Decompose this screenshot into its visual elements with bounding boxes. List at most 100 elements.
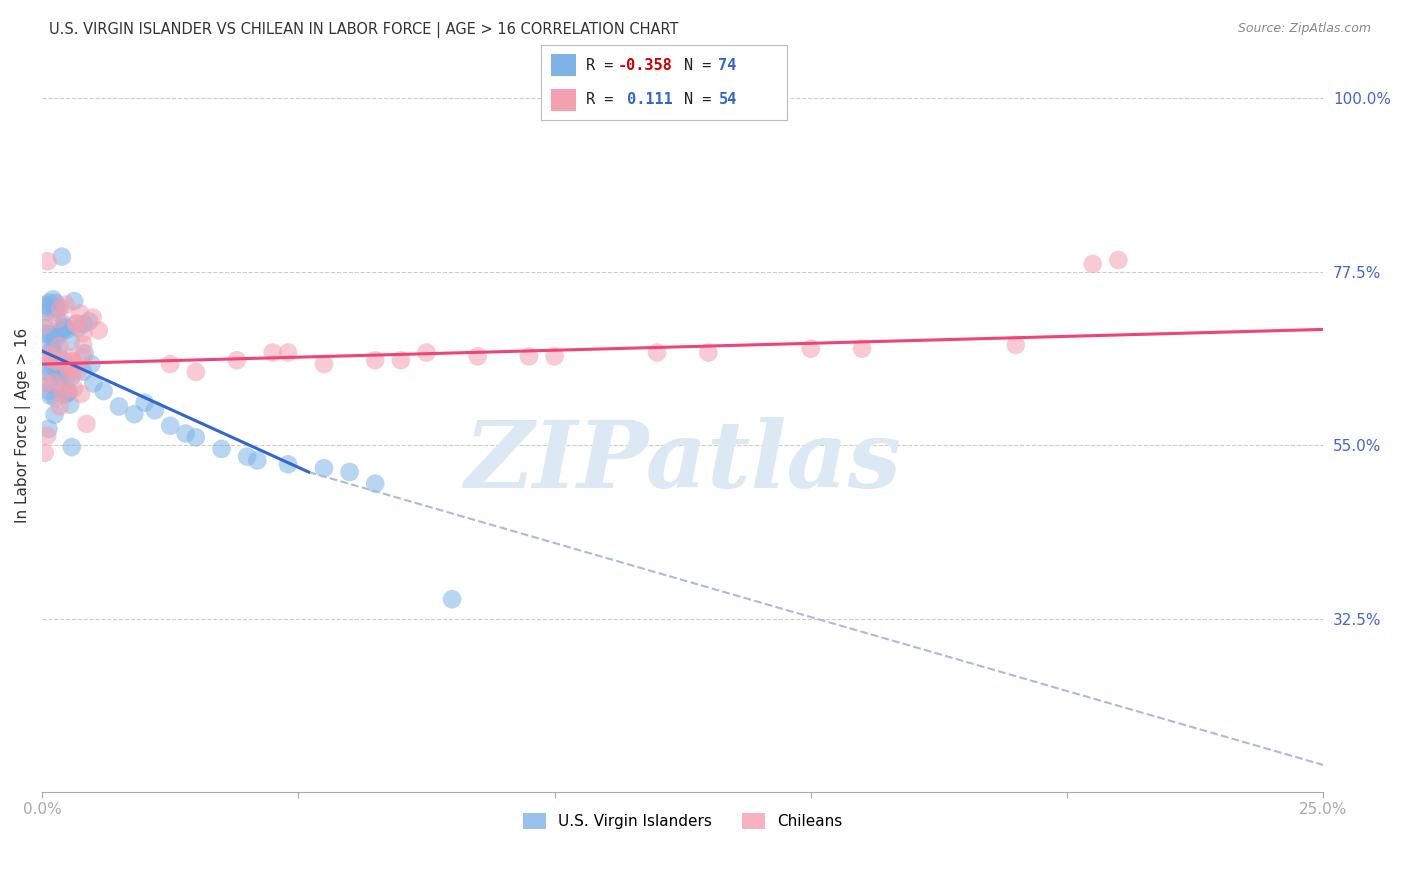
Point [80, 357, 103, 371]
Point [143, 403, 166, 417]
Point [72, 365, 94, 379]
Point [262, 345, 284, 359]
Point [53, 360, 76, 375]
Point [39, 389, 62, 403]
Text: N =: N = [685, 93, 720, 107]
Text: -0.358: -0.358 [617, 58, 672, 72]
Point [38, 422, 60, 436]
Point [46, 312, 69, 326]
Point [211, 442, 233, 456]
Point [53, 381, 76, 395]
Point [159, 418, 181, 433]
Point [38, 366, 60, 380]
Point [72, 317, 94, 331]
Point [37, 428, 59, 442]
Point [66, 364, 89, 378]
Text: N =: N = [685, 58, 720, 72]
Point [34, 298, 56, 312]
Point [65, 317, 87, 331]
Point [42, 359, 65, 374]
Point [53, 321, 76, 335]
Point [48, 339, 70, 353]
Text: R =: R = [586, 93, 621, 107]
Point [82, 310, 104, 325]
Point [697, 345, 720, 359]
Point [44, 408, 66, 422]
Point [441, 592, 464, 607]
Point [44, 304, 66, 318]
Point [37, 349, 59, 363]
Point [62, 355, 84, 369]
Point [56, 385, 79, 400]
Point [65, 317, 87, 331]
Point [55, 322, 77, 336]
Text: ZIPatlas: ZIPatlas [464, 417, 901, 508]
Point [44, 330, 66, 344]
Point [63, 294, 86, 309]
Point [53, 320, 76, 334]
Point [134, 395, 156, 409]
Point [75, 417, 97, 431]
Point [41, 343, 63, 357]
Point [44, 376, 66, 390]
Point [364, 353, 387, 368]
Point [108, 400, 131, 414]
Point [34, 301, 56, 315]
Text: R =: R = [586, 58, 621, 72]
Point [1081, 257, 1104, 271]
Point [52, 354, 75, 368]
Point [51, 325, 73, 339]
Point [48, 348, 70, 362]
Point [34, 326, 56, 341]
Point [543, 350, 565, 364]
Point [312, 461, 335, 475]
Point [49, 399, 72, 413]
Point [38, 348, 60, 362]
Point [42, 293, 65, 307]
Point [63, 381, 86, 395]
Point [58, 358, 80, 372]
Point [52, 320, 75, 334]
Point [52, 387, 75, 401]
Point [37, 254, 59, 268]
Point [51, 370, 73, 384]
Point [159, 357, 181, 371]
Point [44, 391, 66, 405]
Point [46, 369, 69, 384]
Point [246, 453, 269, 467]
Point [851, 342, 873, 356]
Point [364, 476, 387, 491]
Point [35, 305, 58, 319]
Point [48, 362, 70, 376]
Point [45, 362, 67, 376]
Point [312, 357, 335, 371]
Point [93, 384, 115, 398]
Point [59, 398, 82, 412]
Point [45, 296, 67, 310]
Text: U.S. VIRGIN ISLANDER VS CHILEAN IN LABOR FORCE | AGE > 16 CORRELATION CHART: U.S. VIRGIN ISLANDER VS CHILEAN IN LABOR… [49, 22, 679, 38]
Point [60, 370, 83, 384]
Point [73, 346, 96, 360]
Point [60, 353, 83, 368]
Point [82, 376, 104, 391]
Point [1004, 338, 1026, 352]
Point [62, 362, 84, 376]
Text: 54: 54 [718, 93, 737, 107]
Point [389, 353, 412, 368]
Point [236, 450, 259, 464]
Point [1107, 253, 1129, 268]
Point [339, 465, 361, 479]
Point [45, 354, 67, 368]
Point [34, 446, 56, 460]
Point [49, 301, 72, 315]
Point [52, 317, 75, 331]
Point [38, 295, 60, 310]
Point [124, 407, 146, 421]
Point [59, 334, 82, 349]
Point [45, 332, 67, 346]
Point [800, 342, 823, 356]
Point [42, 352, 65, 367]
Point [38, 384, 60, 399]
Point [184, 365, 207, 379]
Point [72, 326, 94, 341]
